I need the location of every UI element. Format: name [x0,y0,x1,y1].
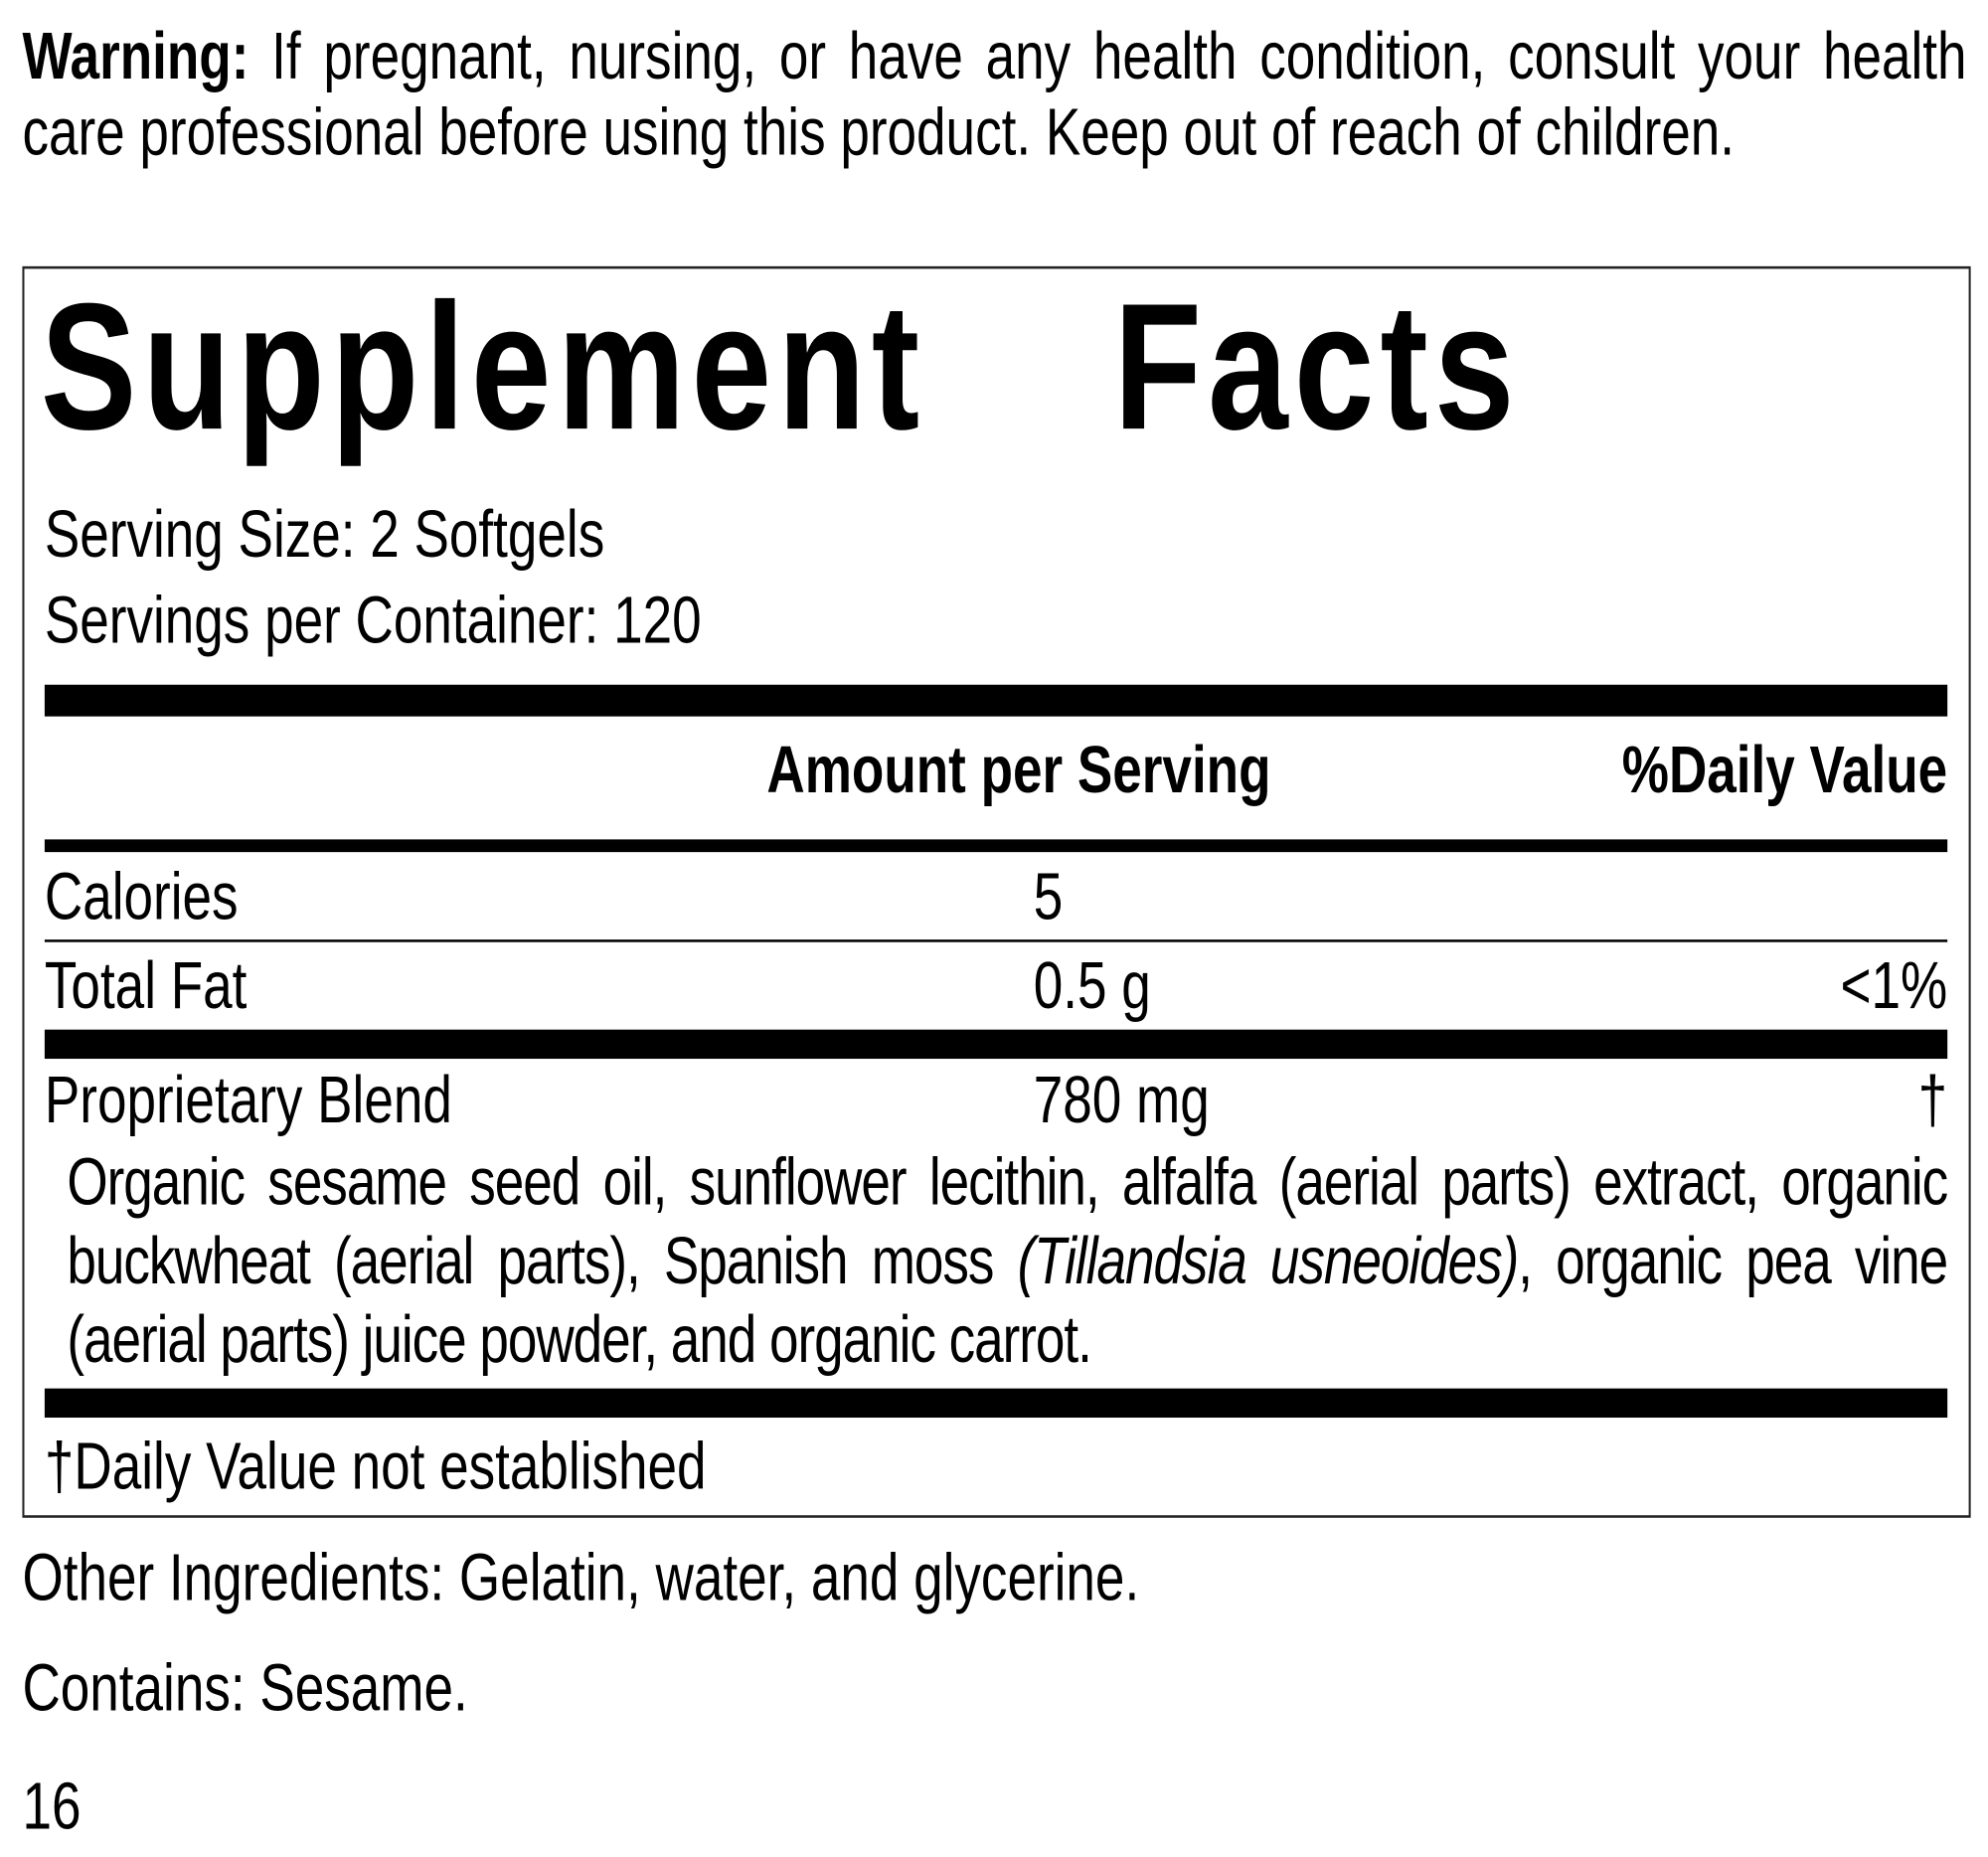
warning-label: Warning: [22,20,249,94]
supplement-facts-panel [22,265,1971,1518]
divider-thick [44,684,1948,717]
warning-text: Warning: If pregnant, nursing, or have a… [22,19,1966,171]
header-dv: %Daily Value [1621,734,1948,808]
divider-thin [44,939,1948,942]
divider-thick [44,1029,1948,1060]
footnote: †Daily Value not established [44,1430,707,1504]
row-name: Calories [44,861,239,935]
serving-size: Serving Size: 2 Softgels [44,498,605,573]
row-dv: † [1917,1064,1948,1138]
row-name: Proprietary Blend [44,1064,452,1138]
row-amount: 780 mg [1033,1064,1210,1138]
servings-per-container: Servings per Container: 120 [44,585,702,658]
row-dv: <1% [1840,949,1948,1024]
blend-text: Organic sesame seed oil, sunflower lecit… [67,1146,1948,1299]
row-name: Total Fat [44,949,248,1024]
row-amount: 5 [1033,861,1064,935]
warning-body: If pregnant, nursing, or have any health… [22,20,1967,170]
page-number: 16 [22,1770,82,1844]
contains-allergen: Contains: Sesame. [22,1651,468,1726]
divider-thick [44,1388,1948,1419]
facts-title: Supplement Facts [40,265,1521,468]
header-amount: Amount per Serving [766,734,1271,808]
blend-ingredients: Organic sesame seed oil, sunflower lecit… [67,1144,1948,1380]
blend-latin-name: (Tillandsia usneoides) [1017,1225,1520,1299]
other-ingredients: Other Ingredients: Gelatin, water, and g… [22,1542,1140,1615]
row-amount: 0.5 g [1033,949,1151,1024]
blend-text: , organic pea vine (aerial parts) juice … [67,1225,1948,1378]
divider-medium [44,839,1948,853]
